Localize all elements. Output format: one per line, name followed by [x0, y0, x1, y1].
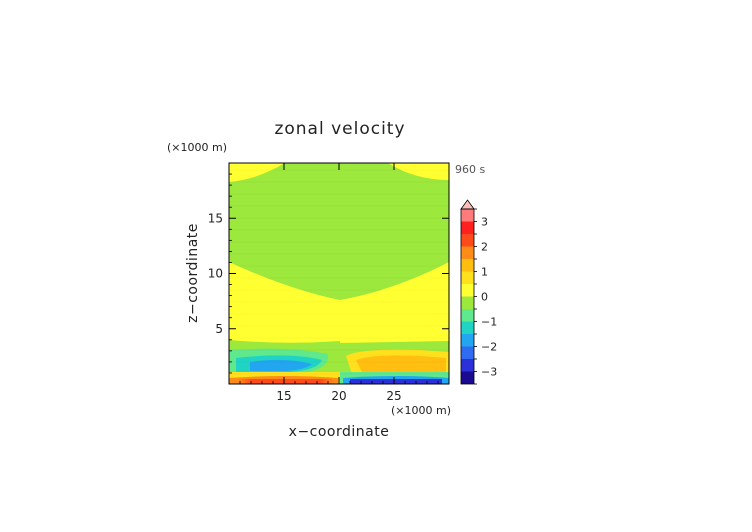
- z-tick-label: 10: [208, 267, 223, 281]
- x-unit-label: (×1000 m): [391, 404, 451, 417]
- colorbar-extend-arrow: [460, 199, 475, 210]
- z-axis-ticks: 5 10 15: [208, 173, 449, 374]
- colorbar-swatch: [461, 246, 474, 259]
- x-axis-ticks: 15 20 25: [239, 163, 439, 403]
- colorbar-swatch: [461, 321, 474, 334]
- x-tick-label: 25: [386, 389, 401, 403]
- colorbar-swatch: [461, 296, 474, 309]
- colorbar-tick-label: 1: [481, 266, 488, 279]
- z-axis-label: z−coordinate: [185, 223, 201, 323]
- field-region-right-upper: [340, 163, 449, 300]
- x-axis-label: x−coordinate: [289, 424, 390, 440]
- colorbar-swatch: [461, 221, 474, 234]
- field-region-left-negative-inner: [250, 359, 312, 371]
- field-region-left-positive-core: [238, 379, 334, 384]
- colorbar-swatch: [461, 259, 474, 272]
- colorbar-swatch: [461, 371, 474, 384]
- colorbar-swatch: [461, 271, 474, 284]
- field-region-right-negative-core: [350, 379, 442, 384]
- colorbar-swatch: [461, 209, 474, 222]
- field-region-left-upper: [229, 163, 340, 300]
- field-region-right-positive-core: [356, 355, 446, 372]
- x-tick-label: 20: [331, 389, 346, 403]
- x-tick-label: 15: [276, 389, 291, 403]
- colorbar-tick-label: −3: [481, 366, 497, 379]
- colorbar-swatch: [461, 309, 474, 322]
- colorbar-tick-label: −1: [481, 316, 497, 329]
- colorbar-swatch: [461, 234, 474, 247]
- colorbar-swatch: [461, 346, 474, 359]
- colorbar-tick-label: 2: [481, 241, 488, 254]
- time-label: 960 s: [455, 163, 485, 176]
- colorbar: −3 −2 −1 0 1 2 3: [460, 199, 497, 385]
- colorbar-tick-label: −2: [481, 341, 497, 354]
- z-tick-label: 5: [215, 322, 223, 336]
- colorbar-tick-label: 3: [481, 216, 488, 229]
- colorbar-swatch: [461, 334, 474, 347]
- colorbar-tick-label: 0: [481, 291, 488, 304]
- grid-lines: [229, 169, 449, 375]
- z-tick-label: 15: [208, 211, 223, 225]
- colorbar-swatch: [461, 284, 474, 297]
- velocity-field: [229, 163, 449, 384]
- z-unit-label: (×1000 m): [167, 141, 227, 154]
- colorbar-swatch: [461, 359, 474, 372]
- chart-title: zonal velocity: [274, 119, 405, 139]
